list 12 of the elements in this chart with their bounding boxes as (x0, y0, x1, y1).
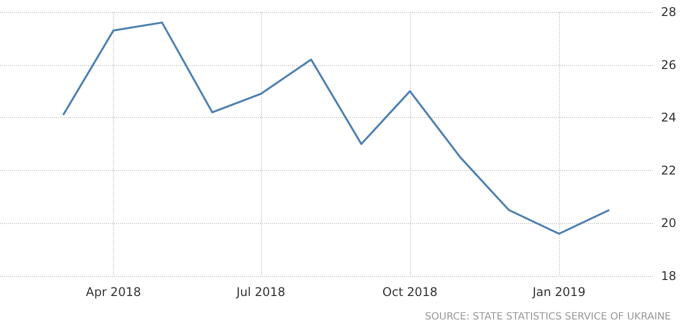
x-tick-label: Jul 2018 (235, 285, 286, 299)
line-series (62, 22, 610, 235)
y-tick-label: 18 (661, 269, 676, 283)
y-tick-label: 20 (661, 216, 676, 230)
source-note: SOURCE: STATE STATISTICS SERVICE OF UKRAINE (424, 312, 672, 322)
x-tick-label: Jan 2019 (532, 285, 586, 299)
y-tick-label: 26 (661, 58, 676, 72)
y-tick-label: 22 (661, 163, 676, 178)
y-tick-label: 24 (661, 110, 676, 125)
x-tick-label: Apr 2018 (86, 285, 141, 299)
y-tick-label: 28 (661, 5, 676, 19)
x-tick-label: Oct 2018 (382, 285, 438, 299)
